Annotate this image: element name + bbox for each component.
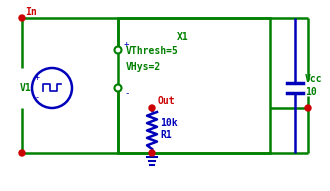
Circle shape: [149, 105, 155, 111]
Bar: [118, 18, 270, 153]
Circle shape: [19, 150, 25, 156]
Circle shape: [19, 15, 25, 21]
Text: -: -: [124, 89, 129, 98]
Text: Vcc: Vcc: [305, 74, 323, 84]
Circle shape: [149, 150, 155, 156]
Text: R1: R1: [160, 130, 172, 140]
Text: 10k: 10k: [160, 118, 178, 128]
Text: V1: V1: [20, 83, 32, 93]
Circle shape: [115, 46, 121, 53]
Text: VHys=2: VHys=2: [126, 62, 161, 72]
Text: -: -: [35, 94, 40, 103]
Text: +: +: [35, 74, 40, 83]
Text: 10: 10: [305, 87, 317, 97]
Text: In: In: [25, 7, 37, 17]
Text: X1: X1: [177, 32, 189, 42]
Circle shape: [115, 84, 121, 91]
Circle shape: [305, 105, 311, 111]
Text: Out: Out: [158, 96, 176, 106]
Text: VThresh=5: VThresh=5: [126, 46, 179, 56]
Text: +: +: [124, 40, 129, 49]
